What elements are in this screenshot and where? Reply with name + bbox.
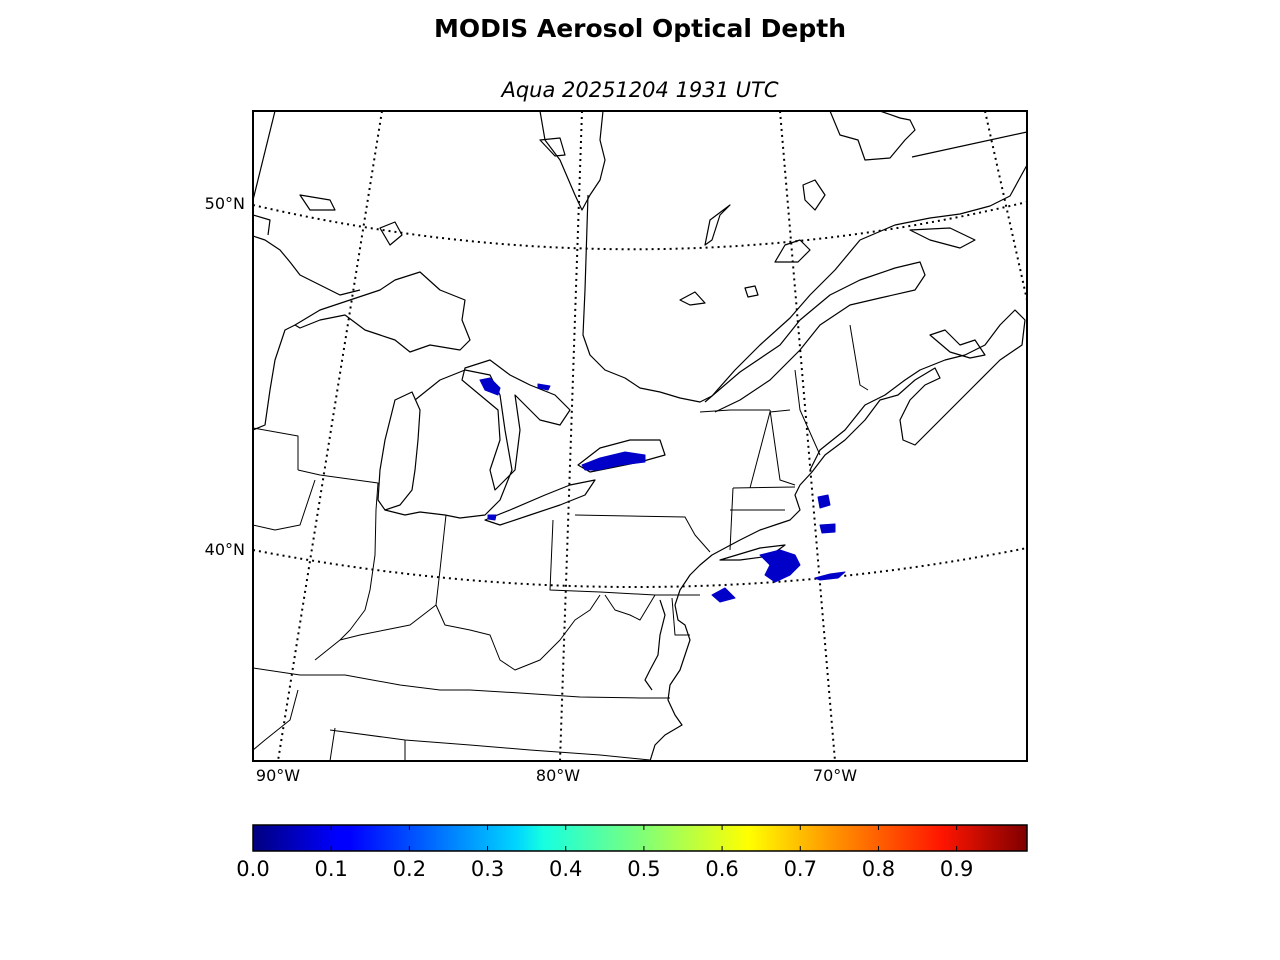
aerosol-patches: [479, 377, 846, 603]
colorbar-ticks: 0.0 0.1 0.2 0.3 0.4 0.5 0.6 0.7 0.8 0.9: [236, 825, 973, 881]
colorbar-tick-label: 0.2: [393, 857, 426, 881]
colorbar-tick-label: 0.8: [862, 857, 895, 881]
colorbar-tick-label: 0.3: [471, 857, 504, 881]
aerosol-patch-erie: [487, 514, 497, 521]
aerosol-patch-gulf-maine: [819, 523, 836, 534]
lat-label-50n: 50°N: [205, 194, 245, 213]
aerosol-patch-offshore: [814, 571, 846, 581]
aerosol-patch-long-island: [759, 549, 801, 583]
lon-label-80w: 80°W: [536, 766, 580, 785]
meridian-90w: [277, 111, 383, 761]
colorbar: [252, 824, 1028, 852]
aerosol-patch-cape-cod: [817, 494, 831, 509]
colorbar-tick-label: 0.0: [236, 857, 269, 881]
coastlines: [253, 111, 1027, 761]
colorbar-tick-label: 0.9: [940, 857, 973, 881]
aerosol-patch-huron-north: [537, 383, 551, 391]
lon-label-90w: 90°W: [256, 766, 300, 785]
parallel-50n: [253, 201, 1027, 251]
map-subtitle: Aqua 20251204 1931 UTC: [501, 78, 779, 102]
map-frame-background: [253, 111, 1027, 761]
lon-label-70w: 70°W: [813, 766, 857, 785]
colorbar-tick-label: 0.4: [549, 857, 582, 881]
meridian-70w: [779, 111, 836, 761]
state-borders: [253, 324, 869, 761]
meridian-60w: [984, 111, 1027, 301]
aerosol-patch-michigan-north: [479, 377, 501, 396]
colorbar-tick-label: 0.7: [784, 857, 817, 881]
colorbar-tick-label: 0.5: [627, 857, 660, 881]
lat-label-40n: 40°N: [205, 540, 245, 559]
map-title: MODIS Aerosol Optical Depth: [433, 14, 846, 43]
colorbar-tick-label: 0.1: [314, 857, 347, 881]
meridian-80w: [559, 111, 583, 761]
aerosol-patch-nj-coast: [711, 587, 736, 603]
colorbar-tick-label: 0.6: [705, 857, 738, 881]
graticule: [253, 111, 1027, 761]
parallel-40n: [253, 547, 1027, 588]
map-frame: [252, 110, 1028, 762]
aerosol-patch-lake-ontario: [581, 451, 646, 471]
